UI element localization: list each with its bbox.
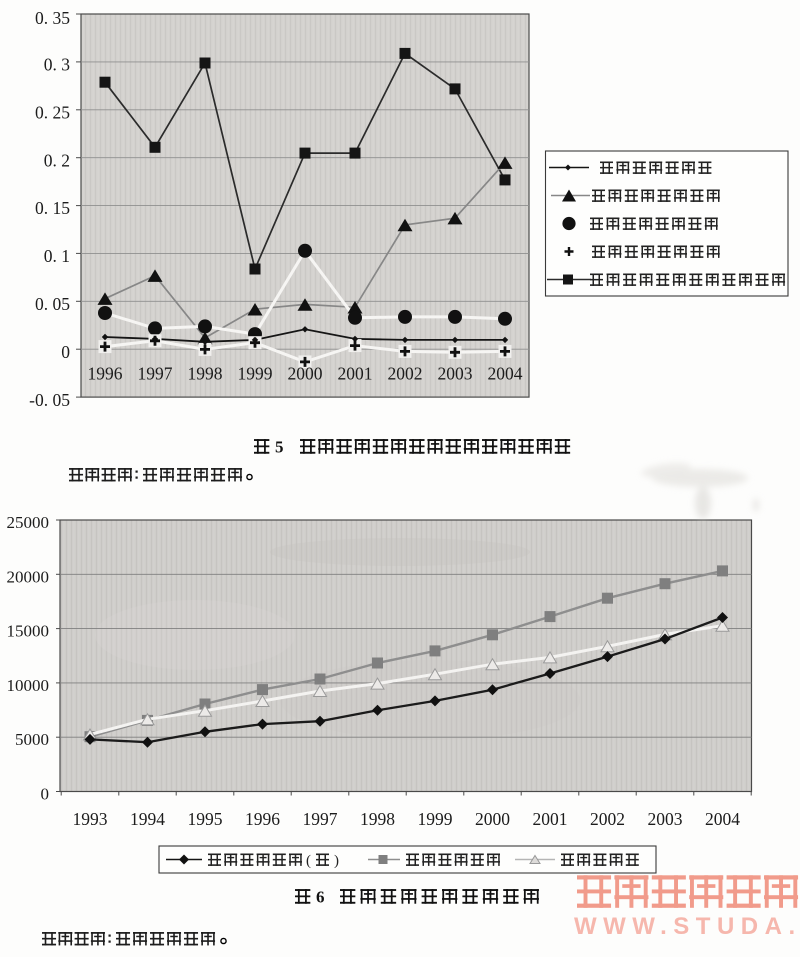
- svg-text:2001: 2001: [338, 364, 373, 384]
- svg-text:(: (: [306, 853, 311, 869]
- svg-text:1993: 1993: [73, 809, 108, 829]
- svg-text:1997: 1997: [138, 364, 173, 384]
- svg-text:1999: 1999: [238, 364, 273, 384]
- svg-text:0. 2: 0. 2: [44, 150, 70, 170]
- svg-text:1996: 1996: [88, 364, 123, 384]
- svg-text:): ): [334, 853, 339, 869]
- svg-text:0. 25: 0. 25: [35, 102, 70, 122]
- svg-text:1999: 1999: [418, 809, 453, 829]
- svg-text:2003: 2003: [648, 809, 683, 829]
- svg-text:20000: 20000: [7, 567, 50, 586]
- svg-text:2004: 2004: [488, 364, 523, 384]
- svg-text:1995: 1995: [188, 809, 223, 829]
- svg-text:2001: 2001: [533, 809, 568, 829]
- svg-text:25000: 25000: [7, 513, 50, 532]
- svg-text:2000: 2000: [288, 364, 323, 384]
- svg-text:2003: 2003: [438, 364, 473, 384]
- svg-text:0: 0: [41, 785, 50, 804]
- svg-text:WWW.STUDA.: WWW.STUDA.: [574, 913, 800, 940]
- svg-text:5000: 5000: [15, 730, 49, 749]
- svg-text:0. 3: 0. 3: [44, 55, 71, 75]
- svg-text:0. 35: 0. 35: [35, 8, 70, 28]
- svg-text:1996: 1996: [245, 809, 280, 829]
- svg-text:2004: 2004: [705, 809, 740, 829]
- svg-text:2002: 2002: [388, 364, 423, 384]
- svg-text:2002: 2002: [590, 809, 625, 829]
- svg-text:1994: 1994: [130, 809, 165, 829]
- svg-text:6: 6: [316, 888, 325, 907]
- svg-text:0. 05: 0. 05: [35, 294, 70, 314]
- svg-text:1998: 1998: [188, 364, 223, 384]
- svg-text:0. 15: 0. 15: [35, 198, 70, 218]
- svg-text:1998: 1998: [360, 809, 395, 829]
- svg-text:1997: 1997: [303, 809, 338, 829]
- svg-text:15000: 15000: [7, 622, 50, 641]
- svg-text:10000: 10000: [7, 676, 50, 695]
- svg-text:0. 1: 0. 1: [44, 246, 70, 266]
- svg-text:5: 5: [275, 438, 284, 457]
- svg-text:0: 0: [61, 342, 70, 362]
- svg-text:-0. 05: -0. 05: [29, 390, 70, 410]
- svg-text:2000: 2000: [475, 809, 510, 829]
